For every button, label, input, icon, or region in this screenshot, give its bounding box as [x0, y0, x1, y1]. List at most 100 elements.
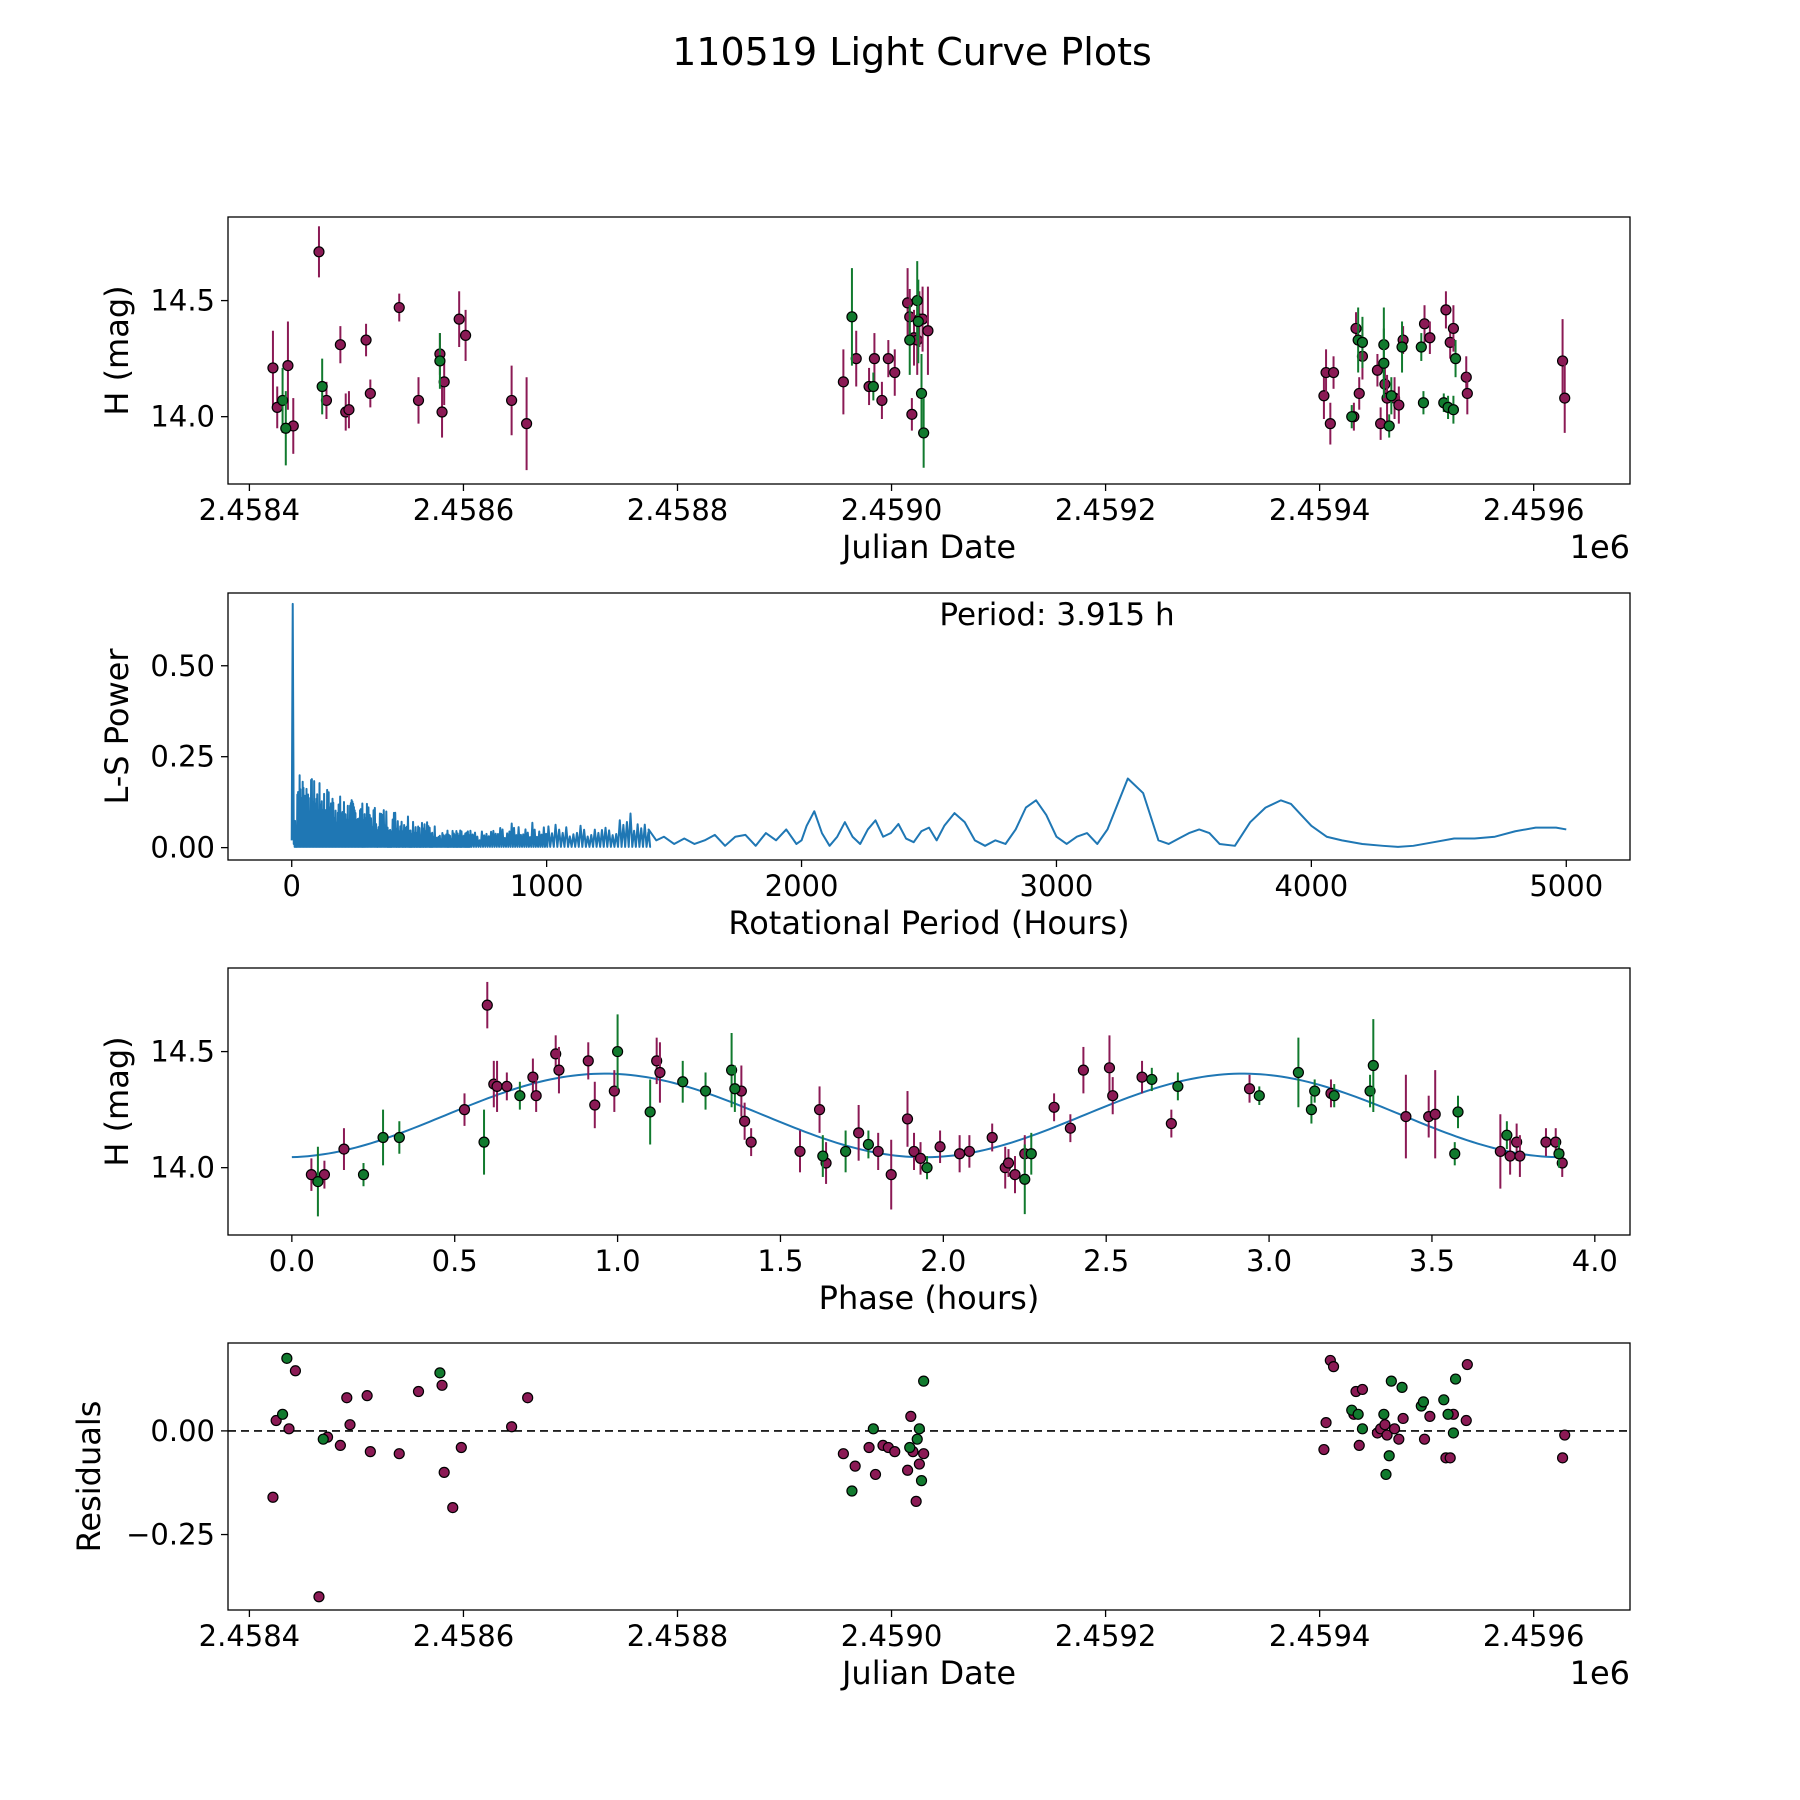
data-point [867, 1423, 879, 1435]
data-point [882, 353, 894, 365]
data-point [913, 1458, 925, 1470]
data-point [1396, 341, 1408, 353]
x-tick-label: 2.4594 [1269, 493, 1370, 527]
data-point [863, 1441, 875, 1454]
data-point [1383, 420, 1395, 432]
x-tick-label: 2.4586 [413, 493, 514, 527]
data-point [1447, 1427, 1460, 1439]
data-point [1379, 1419, 1391, 1431]
data-point [644, 1106, 656, 1118]
data-point [506, 394, 518, 407]
x-tick-label: 1.0 [595, 1244, 641, 1278]
data-point [853, 1127, 865, 1139]
data-point [739, 1115, 751, 1127]
data-point [1447, 404, 1460, 416]
data-point [1429, 1108, 1441, 1120]
data-point [280, 422, 292, 434]
axes-frame [227, 592, 1631, 861]
data-point [1019, 1173, 1031, 1185]
data-point [918, 427, 930, 439]
x-tick-label: 2.4584 [199, 493, 300, 527]
y-tick-label: −0.25 [126, 1518, 215, 1552]
data-point [1461, 1358, 1473, 1371]
data-point [963, 1145, 975, 1158]
data-point [1447, 322, 1460, 335]
data-point [729, 1083, 741, 1095]
data-point [1356, 336, 1369, 348]
data-point [1501, 1129, 1513, 1141]
data-point [318, 1169, 331, 1181]
period-annotation: Period: 3.915 h [939, 597, 1174, 633]
data-point [313, 1591, 325, 1603]
data-point [1327, 1361, 1340, 1373]
x-tick-label: 3000 [1020, 869, 1094, 903]
data-point [1378, 1408, 1390, 1420]
data-point [553, 1064, 565, 1076]
data-point [1346, 411, 1358, 423]
data-point [1324, 418, 1336, 430]
y-tick-label: 14.0 [150, 400, 215, 434]
data-point [1417, 1396, 1430, 1408]
x-axis-label: Rotational Period (Hours) [728, 904, 1129, 942]
data-point [1504, 1150, 1516, 1162]
data-point [1424, 1410, 1436, 1422]
data-point [1367, 1059, 1379, 1072]
data-point [1025, 1148, 1037, 1160]
x-tick-label: 0.0 [269, 1244, 315, 1278]
data-point [305, 1169, 317, 1181]
axes-frame [227, 216, 1631, 485]
data-point [862, 1138, 875, 1151]
phased-panel: 0.0 0.5 1.0 1.5 2.0 2.5 3.0 3.5 4.0 14.0 14.5 Phase… [98, 967, 1631, 1317]
data-point [813, 1104, 826, 1116]
data-point [267, 362, 279, 374]
data-point [904, 334, 916, 346]
data-point [344, 1419, 356, 1431]
data-point [458, 1104, 471, 1116]
data-point [915, 1475, 928, 1487]
data-point [1388, 1423, 1401, 1435]
data-point [1146, 1073, 1158, 1086]
data-point [453, 313, 465, 325]
data-point [817, 1150, 829, 1162]
y-tick-label: 14.5 [150, 1035, 215, 1069]
data-point [1452, 1106, 1464, 1118]
data-point [1380, 1468, 1392, 1481]
axes-frame [227, 967, 1631, 1236]
data-point [876, 394, 888, 407]
data-point [1328, 1090, 1340, 1102]
data-point [901, 1464, 914, 1476]
data-point [491, 1080, 503, 1093]
data-point [837, 1448, 849, 1460]
data-point [910, 1495, 922, 1507]
data-point [1253, 1090, 1265, 1102]
data-point [911, 294, 923, 307]
x-tick-label: 1.5 [757, 1244, 803, 1278]
data-point [904, 1441, 916, 1454]
x-tick-label: 2.4590 [841, 1619, 942, 1653]
x-tick-label: 2.4584 [199, 1619, 300, 1653]
x-tick-label: 2.4588 [627, 1619, 728, 1653]
data-point [905, 1410, 917, 1422]
data-point [1449, 1148, 1461, 1160]
data-point [901, 297, 914, 309]
x-tick-label: 2.4592 [1055, 493, 1156, 527]
data-point [867, 380, 879, 393]
data-point [1243, 1083, 1256, 1095]
data-point [699, 1085, 712, 1097]
data-point [611, 1045, 624, 1058]
data-point [745, 1136, 757, 1148]
data-point [1494, 1145, 1506, 1158]
data-point [1444, 1452, 1456, 1464]
data-point [514, 1090, 526, 1102]
x-tick-label: 2.5 [1083, 1244, 1129, 1278]
y-tick-label: 0.00 [150, 831, 215, 865]
x-tick-label: 5000 [1529, 869, 1603, 903]
data-point [1460, 371, 1472, 383]
y-tick-label: 0.50 [150, 649, 215, 683]
data-point [1418, 318, 1431, 330]
data-point [283, 1423, 295, 1435]
x-tick-label: 2.4586 [413, 1619, 514, 1653]
data-point [1009, 1169, 1021, 1181]
data-point [1165, 1117, 1177, 1130]
lightcurve-panel: 2.4584 2.4586 2.4588 2.4590 2.4592 2.4594 2.45… [98, 216, 1631, 566]
